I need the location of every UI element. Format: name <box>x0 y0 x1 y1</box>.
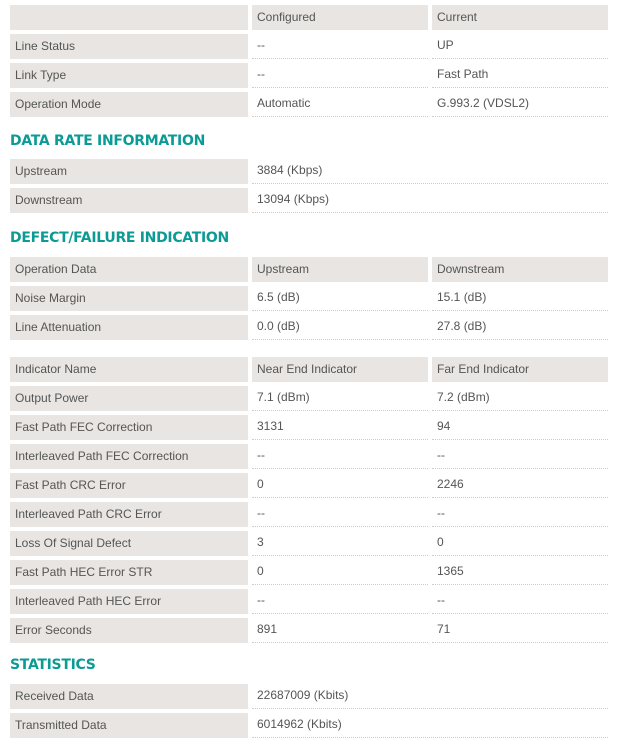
row-label: Interleaved Path CRC Error <box>10 502 248 527</box>
data-rate-heading: DATA RATE INFORMATION <box>10 133 205 149</box>
table-row: Interleaved Path FEC Correction -- -- <box>10 444 608 469</box>
table-row: Line Status -- UP <box>10 34 608 59</box>
table-row: Received Data 22687009 (Kbits) <box>10 684 608 709</box>
row-value: 3131 <box>252 415 428 440</box>
row-value: 27.8 (dB) <box>432 315 608 340</box>
row-value: 3884 (Kbps) <box>252 159 608 184</box>
row-label: Fast Path HEC Error STR <box>10 560 248 585</box>
row-label: Error Seconds <box>10 618 248 643</box>
header-cell: Downstream <box>432 257 608 282</box>
table-header-row: Configured Current <box>10 5 608 30</box>
row-value: -- <box>252 502 428 527</box>
row-value: 22687009 (Kbits) <box>252 684 608 709</box>
defect-heading: DEFECT/FAILURE INDICATION <box>10 230 229 246</box>
row-value: UP <box>432 34 608 59</box>
row-value: -- <box>432 502 608 527</box>
row-value: 7.1 (dBm) <box>252 386 428 411</box>
row-label: Fast Path CRC Error <box>10 473 248 498</box>
row-label: Link Type <box>10 63 248 88</box>
row-label: Output Power <box>10 386 248 411</box>
header-cell: Operation Data <box>10 257 248 282</box>
row-label: Interleaved Path HEC Error <box>10 589 248 614</box>
row-value: 891 <box>252 618 428 643</box>
row-value: 0.0 (dB) <box>252 315 428 340</box>
table-row: Line Attenuation 0.0 (dB) 27.8 (dB) <box>10 315 608 340</box>
row-value: 6.5 (dB) <box>252 286 428 311</box>
row-label: Noise Margin <box>10 286 248 311</box>
table-row: Interleaved Path CRC Error -- -- <box>10 502 608 527</box>
header-cell: Current <box>432 5 608 30</box>
row-value: -- <box>432 444 608 469</box>
row-value: 0 <box>252 473 428 498</box>
row-label: Line Status <box>10 34 248 59</box>
row-label: Fast Path FEC Correction <box>10 415 248 440</box>
header-cell: Configured <box>252 5 428 30</box>
row-label: Downstream <box>10 188 248 213</box>
statistics-table: Received Data 22687009 (Kbits) Transmitted… <box>10 684 608 742</box>
row-value: -- <box>252 63 428 88</box>
row-value: Fast Path <box>432 63 608 88</box>
row-value: G.993.2 (VDSL2) <box>432 92 608 117</box>
row-value: -- <box>252 444 428 469</box>
statistics-heading: STATISTICS <box>10 657 96 673</box>
row-label: Received Data <box>10 684 248 709</box>
line-status-table: Configured Current Line Status -- UP Link Typ… <box>10 5 608 121</box>
row-label: Transmitted Data <box>10 713 248 738</box>
table-header-row: Operation Data Upstream Downstream <box>10 257 608 282</box>
header-cell: Near End Indicator <box>252 357 428 382</box>
table-row: Error Seconds 891 71 <box>10 618 608 643</box>
row-label: Loss Of Signal Defect <box>10 531 248 556</box>
table-row: Upstream 3884 (Kbps) <box>10 159 608 184</box>
table-row: Fast Path HEC Error STR 0 1365 <box>10 560 608 585</box>
table-row: Loss Of Signal Defect 3 0 <box>10 531 608 556</box>
row-value: -- <box>252 34 428 59</box>
table-row: Downstream 13094 (Kbps) <box>10 188 608 213</box>
row-label: Upstream <box>10 159 248 184</box>
row-value: 6014962 (Kbits) <box>252 713 608 738</box>
indicator-table: Indicator Name Near End Indicator Far End … <box>10 357 608 647</box>
table-row: Link Type -- Fast Path <box>10 63 608 88</box>
row-label: Interleaved Path FEC Correction <box>10 444 248 469</box>
table-row: Operation Mode Automatic G.993.2 (VDSL2) <box>10 92 608 117</box>
operation-data-table: Operation Data Upstream Downstream Noise Ma… <box>10 257 608 344</box>
table-row: Interleaved Path HEC Error -- -- <box>10 589 608 614</box>
table-row: Output Power 7.1 (dBm) 7.2 (dBm) <box>10 386 608 411</box>
row-value: Automatic <box>252 92 428 117</box>
header-cell: Upstream <box>252 257 428 282</box>
row-value: 1365 <box>432 560 608 585</box>
row-value: 71 <box>432 618 608 643</box>
row-label: Operation Mode <box>10 92 248 117</box>
table-row: Transmitted Data 6014962 (Kbits) <box>10 713 608 738</box>
header-cell: Indicator Name <box>10 357 248 382</box>
row-value: 15.1 (dB) <box>432 286 608 311</box>
row-value: 2246 <box>432 473 608 498</box>
row-value: -- <box>252 589 428 614</box>
data-rate-table: Upstream 3884 (Kbps) Downstream 13094 (Kbps… <box>10 159 608 217</box>
row-value: 0 <box>252 560 428 585</box>
table-row: Fast Path FEC Correction 3131 94 <box>10 415 608 440</box>
row-label: Line Attenuation <box>10 315 248 340</box>
row-value: 7.2 (dBm) <box>432 386 608 411</box>
row-value: 3 <box>252 531 428 556</box>
row-value: 94 <box>432 415 608 440</box>
row-value: -- <box>432 589 608 614</box>
row-value: 13094 (Kbps) <box>252 188 608 213</box>
header-cell <box>10 5 248 30</box>
row-value: 0 <box>432 531 608 556</box>
table-row: Noise Margin 6.5 (dB) 15.1 (dB) <box>10 286 608 311</box>
header-cell: Far End Indicator <box>432 357 608 382</box>
table-row: Fast Path CRC Error 0 2246 <box>10 473 608 498</box>
table-header-row: Indicator Name Near End Indicator Far End … <box>10 357 608 382</box>
